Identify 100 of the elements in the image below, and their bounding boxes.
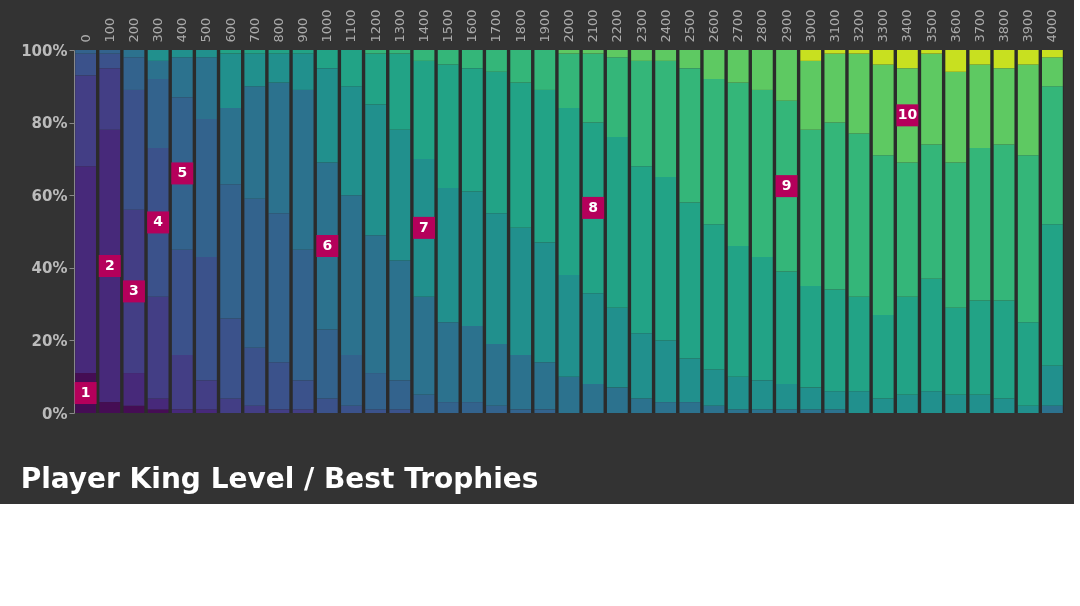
bar [776, 271, 797, 384]
bar [534, 362, 556, 410]
x-tick-label: 0 [77, 34, 93, 43]
bar [631, 333, 652, 399]
bar [655, 340, 677, 403]
y-tick-label: 40% [31, 259, 68, 278]
x-tick-label: 3700 [971, 9, 987, 43]
bar [582, 50, 604, 54]
bar [727, 82, 749, 247]
bar [800, 129, 822, 286]
bar [703, 405, 725, 413]
bar [365, 235, 387, 374]
bar [824, 391, 846, 410]
bar [75, 75, 96, 167]
x-tick-label: 2500 [681, 9, 697, 43]
x-tick-label: 1200 [367, 9, 383, 43]
bar [1042, 57, 1063, 87]
bar [921, 144, 942, 279]
bar [800, 285, 822, 388]
series-label: 1 [80, 384, 91, 401]
bar [776, 409, 797, 413]
bar [1042, 365, 1063, 406]
bar [220, 318, 242, 399]
x-tick-label: 1300 [391, 9, 407, 43]
bar [292, 409, 314, 413]
bar [292, 249, 314, 381]
bar [171, 354, 193, 410]
x-tick-label: 3200 [851, 9, 867, 43]
bar [993, 68, 1015, 145]
bar [220, 53, 242, 109]
bar [171, 57, 193, 98]
bar [582, 293, 604, 384]
bar [776, 383, 797, 410]
bar [413, 60, 435, 159]
bar [147, 60, 169, 80]
bar [534, 50, 556, 90]
bar [1017, 64, 1039, 156]
series-label: 4 [153, 213, 164, 230]
bar [558, 275, 580, 377]
x-tick-label: 2200 [609, 9, 625, 43]
x-tick-label: 1700 [488, 9, 504, 43]
y-tick-label: 80% [31, 114, 68, 133]
bar [437, 187, 459, 323]
bar [896, 50, 918, 69]
bar [244, 198, 266, 348]
bar [558, 108, 580, 276]
y-tick-label: 60% [31, 186, 68, 205]
bar [196, 409, 217, 413]
bar [99, 129, 121, 403]
x-tick-label: 4000 [1044, 9, 1060, 43]
bar [993, 50, 1015, 69]
bar [727, 376, 749, 410]
x-tick-label: 1600 [464, 9, 480, 43]
bar [582, 53, 604, 123]
bar [896, 394, 918, 413]
bar [824, 53, 846, 123]
bar [389, 50, 411, 54]
x-tick-label: 1800 [512, 9, 528, 43]
bar [679, 402, 701, 413]
bar [655, 50, 677, 61]
x-tick-label: 700 [246, 17, 262, 43]
bar [147, 50, 169, 61]
bar [123, 50, 145, 58]
bar [921, 391, 942, 413]
series-label: 7 [419, 218, 429, 235]
bar [147, 296, 169, 399]
bar [510, 354, 532, 410]
series-label: 9 [781, 177, 792, 194]
y-tick-label: 0% [42, 404, 68, 423]
bar [244, 86, 266, 199]
bar [824, 289, 846, 392]
x-tick-label: 2300 [633, 9, 649, 43]
bar [1042, 86, 1063, 225]
bar [171, 249, 193, 355]
x-tick-label: 2900 [778, 9, 794, 43]
bar [75, 53, 96, 76]
bar [365, 409, 387, 413]
bar [123, 89, 145, 210]
bar [365, 53, 387, 105]
bar [123, 373, 145, 406]
bar [268, 213, 290, 363]
bar [292, 89, 314, 250]
bar [510, 227, 532, 355]
bar [413, 50, 435, 61]
series-label: 10 [897, 106, 918, 123]
bar [389, 129, 411, 261]
bar [534, 242, 556, 363]
bar [365, 104, 387, 236]
bar [486, 213, 507, 345]
bar [196, 256, 217, 381]
bar [534, 409, 556, 413]
bar [606, 387, 628, 413]
bar [631, 50, 652, 61]
bar [316, 50, 338, 69]
bar [969, 50, 991, 65]
bar [510, 50, 532, 83]
bar [486, 71, 507, 214]
bar [1042, 224, 1063, 366]
series-label: 5 [177, 164, 188, 181]
x-tick-label: 2100 [585, 9, 601, 43]
